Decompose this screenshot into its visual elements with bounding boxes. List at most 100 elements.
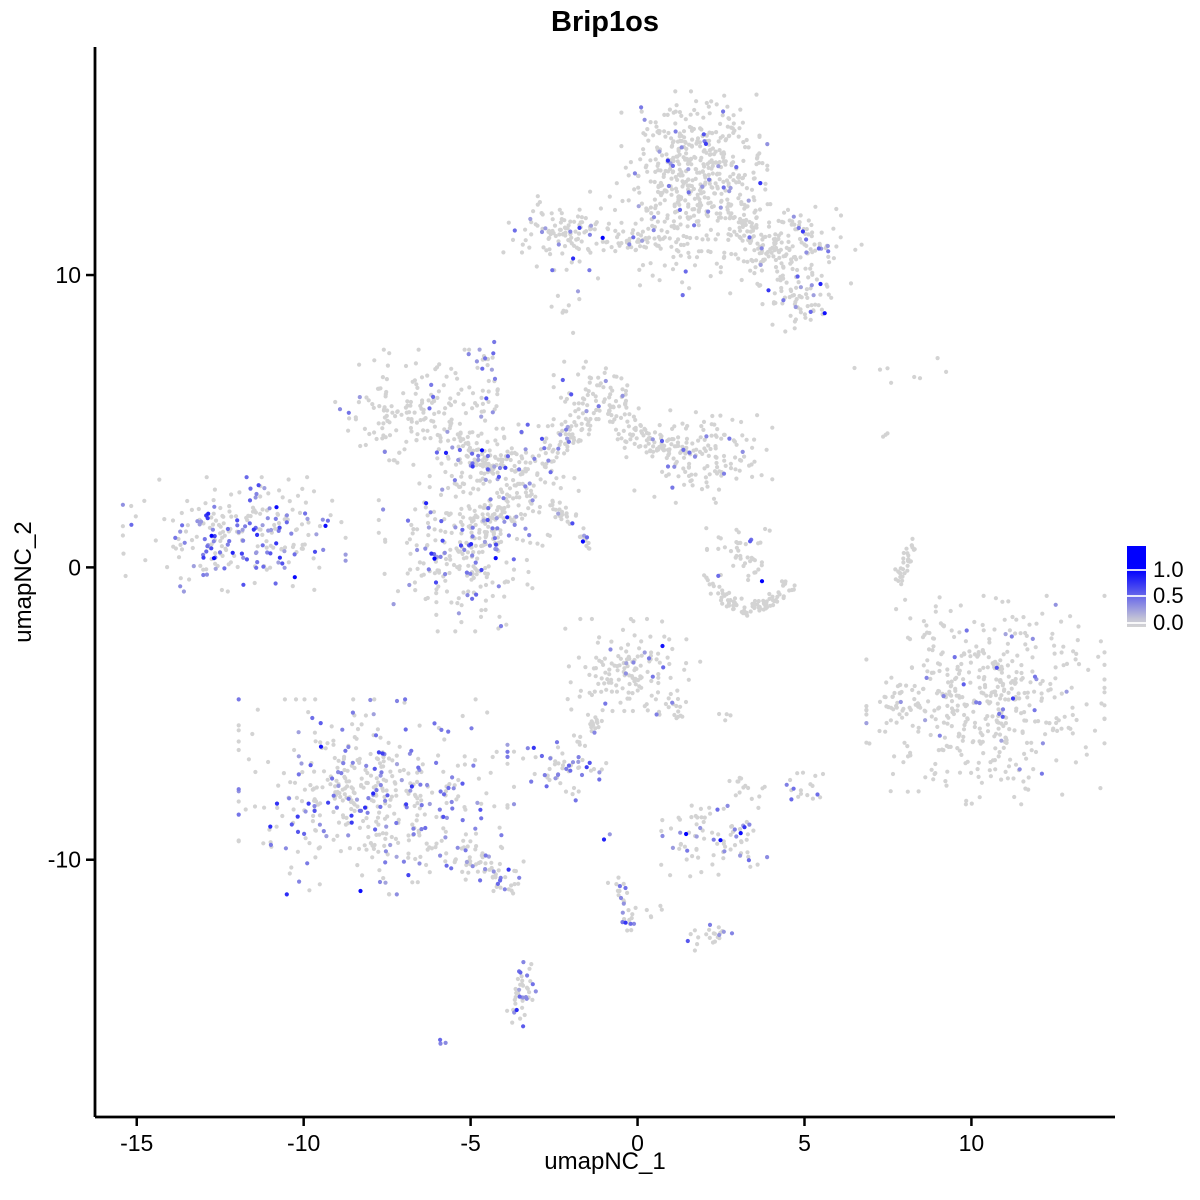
data-point (476, 860, 481, 866)
data-point (1020, 676, 1025, 681)
data-point (425, 428, 430, 433)
data-point (733, 252, 738, 257)
data-point (470, 596, 475, 601)
data-point (748, 229, 753, 234)
data-point (526, 569, 531, 575)
data-point (694, 822, 699, 827)
data-point (363, 767, 368, 773)
data-point (523, 227, 528, 232)
data-point (459, 474, 464, 479)
data-point (498, 885, 503, 890)
data-point (512, 463, 517, 469)
data-point (405, 399, 410, 404)
data-point (443, 789, 448, 794)
data-point (676, 474, 681, 479)
data-point (553, 776, 558, 781)
data-point (1059, 650, 1064, 655)
data-point (504, 579, 509, 584)
data-point (639, 639, 644, 644)
data-point (1000, 599, 1005, 604)
data-point (695, 192, 700, 197)
data-point (585, 392, 590, 398)
data-point (790, 266, 795, 272)
data-point (419, 375, 425, 380)
data-point (974, 700, 979, 705)
data-point (1102, 716, 1107, 721)
data-point (794, 257, 799, 262)
data-point (736, 779, 741, 784)
data-point (524, 996, 529, 1001)
data-point (952, 655, 957, 660)
data-point (587, 760, 592, 766)
data-point (758, 606, 763, 612)
data-point (494, 404, 499, 409)
data-point (525, 973, 530, 978)
data-point (775, 594, 780, 600)
data-point (512, 522, 517, 528)
data-point (509, 888, 514, 893)
data-point (255, 707, 260, 712)
data-point (794, 297, 799, 302)
data-point (426, 567, 431, 572)
data-point (611, 405, 616, 410)
data-point (498, 531, 503, 537)
data-point (331, 809, 336, 815)
data-point (483, 418, 488, 423)
data-point (372, 358, 377, 363)
data-point (592, 689, 597, 694)
data-point (713, 181, 718, 186)
data-point (616, 875, 621, 880)
data-point (848, 281, 854, 286)
data-point (696, 219, 701, 224)
data-point (784, 280, 789, 285)
data-point (826, 249, 831, 254)
data-point (505, 754, 510, 760)
data-point (945, 703, 950, 709)
data-point (906, 553, 911, 558)
data-point (651, 228, 656, 233)
data-point (908, 753, 913, 758)
data-point (600, 235, 605, 240)
data-point (498, 453, 503, 458)
data-point (726, 134, 732, 139)
data-point (488, 770, 493, 775)
data-point (587, 380, 592, 385)
data-point (359, 722, 364, 727)
data-point (674, 444, 679, 449)
data-point (417, 861, 422, 866)
data-point (522, 1012, 527, 1018)
data-point (707, 111, 712, 116)
data-point (546, 228, 552, 233)
data-point (373, 784, 378, 789)
data-point (512, 228, 517, 233)
data-point (692, 263, 698, 268)
data-point (441, 826, 446, 831)
data-point (646, 441, 651, 446)
data-point (718, 215, 724, 220)
data-point (763, 187, 768, 192)
data-point (475, 365, 480, 370)
data-point (473, 629, 478, 634)
data-point (981, 628, 986, 633)
data-point (209, 546, 214, 551)
data-point (453, 494, 458, 499)
data-point (551, 417, 556, 422)
data-point (265, 516, 270, 521)
data-point (689, 815, 694, 820)
data-point (354, 797, 360, 802)
data-point (773, 265, 779, 270)
data-point (373, 827, 378, 832)
data-point (222, 566, 227, 571)
data-point (877, 728, 882, 734)
data-point (521, 756, 526, 761)
data-point (935, 724, 940, 730)
data-point (784, 782, 789, 787)
data-point (1028, 680, 1033, 685)
data-point (752, 271, 757, 276)
data-point (750, 474, 755, 479)
data-point (462, 481, 467, 487)
data-point (414, 420, 419, 425)
data-point (1017, 767, 1022, 772)
data-point (678, 830, 683, 835)
data-point (734, 603, 739, 608)
